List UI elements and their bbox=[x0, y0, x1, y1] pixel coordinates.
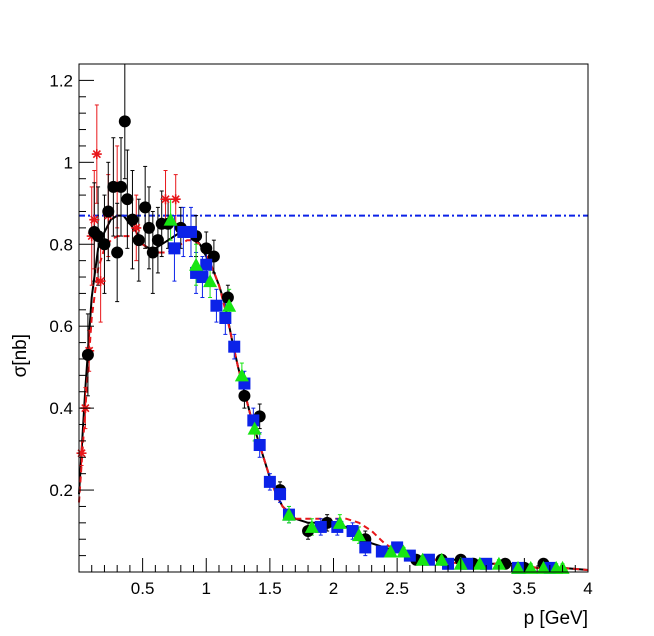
black-circles-point bbox=[114, 180, 127, 193]
fit-dashed-red-curve bbox=[78, 235, 589, 571]
blue-squares-point bbox=[346, 525, 359, 538]
green-triangles-point bbox=[351, 528, 366, 542]
y-tick-label: 0.6 bbox=[49, 317, 73, 336]
green-triangles-point bbox=[203, 274, 218, 288]
green-triangles-point bbox=[536, 560, 551, 574]
green-triangles-point bbox=[415, 552, 430, 566]
blue-squares-point bbox=[359, 541, 372, 554]
blue-squares-point bbox=[228, 340, 241, 353]
blue-squares-point bbox=[375, 545, 388, 558]
green-triangles-point bbox=[332, 515, 347, 529]
black-circles-point bbox=[142, 221, 155, 234]
y-tick-label: 0.2 bbox=[49, 481, 73, 500]
green-triangles-point bbox=[247, 421, 262, 435]
red-stars-point bbox=[89, 214, 100, 225]
blue-squares-point bbox=[253, 439, 266, 451]
green-triangles-point bbox=[491, 556, 506, 570]
blue-squares-point bbox=[210, 299, 223, 312]
x-tick-label: 0.5 bbox=[131, 579, 155, 598]
x-tick-label: 1 bbox=[202, 579, 211, 598]
y-axis-label: σ[nb] bbox=[10, 334, 31, 377]
blue-squares-point bbox=[196, 271, 209, 284]
green-triangles-point bbox=[383, 544, 398, 558]
blue-squares-point bbox=[219, 312, 232, 324]
green-triangles-point bbox=[189, 257, 204, 271]
black-circles-point bbox=[221, 291, 234, 304]
black-circles-point bbox=[81, 348, 94, 361]
red-stars-point bbox=[170, 194, 181, 205]
green-triangles-point bbox=[523, 560, 538, 574]
black-circles-point bbox=[102, 205, 115, 218]
x-tick-label: 2.5 bbox=[385, 579, 409, 598]
green-triangles-point bbox=[472, 556, 487, 570]
green-triangles-point bbox=[304, 519, 319, 533]
green-triangles-point bbox=[163, 212, 178, 226]
black-circles-point bbox=[98, 238, 111, 251]
black-circles-point bbox=[118, 115, 131, 128]
black-circles-point bbox=[111, 246, 124, 259]
red-stars-point bbox=[131, 222, 142, 233]
blue-squares-point bbox=[314, 520, 327, 533]
markers-layer bbox=[76, 115, 570, 574]
blue-squares-point bbox=[263, 475, 276, 488]
black-circles-point bbox=[139, 201, 152, 214]
green-triangles-point bbox=[222, 298, 237, 312]
red-stars-point bbox=[160, 194, 171, 205]
black-circles-point bbox=[92, 230, 105, 243]
x-tick-label: 3.5 bbox=[513, 579, 537, 598]
black-circles-point bbox=[126, 213, 139, 226]
blue-squares-point bbox=[274, 488, 287, 501]
blue-squares-point bbox=[391, 541, 404, 554]
black-circles-point bbox=[200, 242, 213, 255]
green-triangles-point bbox=[234, 368, 249, 382]
y-tick-label: 1.2 bbox=[49, 71, 73, 90]
y-tick-label: 1 bbox=[64, 153, 73, 172]
x-tick-label: 2 bbox=[329, 579, 338, 598]
black-circles-point bbox=[132, 234, 145, 247]
red-stars-point bbox=[76, 448, 87, 459]
green-triangles-point bbox=[281, 507, 296, 521]
black-circles-point bbox=[121, 193, 134, 206]
x-tick-label: 4 bbox=[583, 579, 592, 598]
x-axis-label: p [GeV] bbox=[524, 608, 588, 629]
red-stars-point bbox=[91, 149, 102, 160]
red-stars-point bbox=[95, 276, 106, 287]
x-tick-label: 3 bbox=[456, 579, 465, 598]
axes-layer: 0.5 1 1.5 2 2.5 3 3.5 4 0.2 0.4 0.6 0.8 1 1.2 bbox=[49, 63, 593, 598]
black-circles-point bbox=[146, 246, 159, 259]
green-triangles-point bbox=[511, 560, 526, 574]
green-triangles-point bbox=[434, 552, 449, 566]
blue-squares-point bbox=[168, 242, 181, 255]
blue-squares-point bbox=[247, 414, 260, 427]
blue-squares-point bbox=[184, 225, 197, 238]
black-circles-point bbox=[238, 389, 251, 402]
green-triangles-point bbox=[396, 544, 411, 558]
y-tick-label: 0.8 bbox=[49, 235, 73, 254]
x-tick-label: 1.5 bbox=[258, 579, 282, 598]
y-tick-label: 0.4 bbox=[49, 399, 73, 418]
black-circles-point bbox=[151, 234, 164, 247]
blue-squares-point bbox=[200, 258, 213, 271]
